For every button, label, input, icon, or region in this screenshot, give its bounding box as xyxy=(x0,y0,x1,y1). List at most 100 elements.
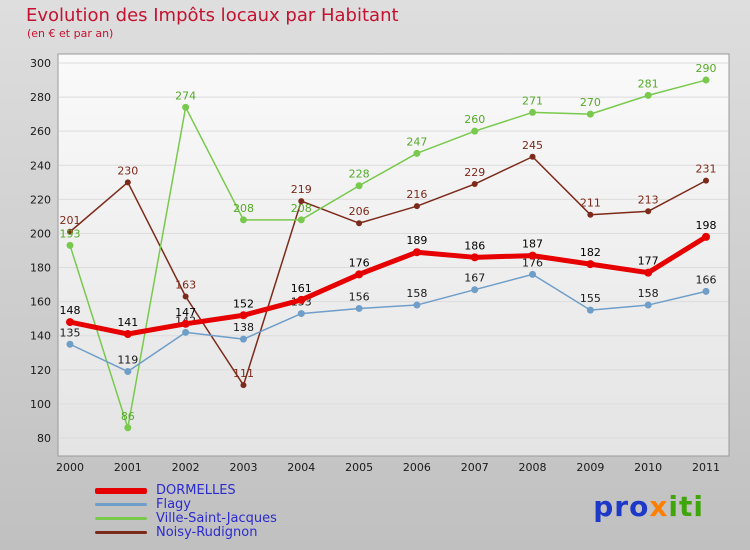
x-tick-label: 2004 xyxy=(287,461,315,474)
data-label-Flagy: 135 xyxy=(60,326,81,339)
legend-label: Noisy-Rudignon xyxy=(156,525,258,540)
data-point-Flagy xyxy=(239,335,247,343)
series-line-Noisy-Rudignon xyxy=(69,156,707,386)
data-point-Noisy-Rudignon xyxy=(471,181,478,188)
data-point-DORMELLES xyxy=(297,295,306,304)
line-chart: 80 100 120 140 160 180 200 220 240 260 280 300 2000 2… xyxy=(30,53,730,474)
data-label-Ville-Saint-Jacques: 208 xyxy=(291,202,312,215)
data-point-DORMELLES xyxy=(123,330,132,339)
data-label-DORMELLES: 141 xyxy=(117,316,138,329)
data-label-Noisy-Rudignon: 163 xyxy=(175,279,196,292)
y-tick-label: 300 xyxy=(30,57,51,70)
data-point-Noisy-Rudignon xyxy=(124,179,131,186)
data-point-Flagy xyxy=(702,287,710,295)
data-label-DORMELLES: 161 xyxy=(291,282,312,295)
legend-swatch xyxy=(95,487,147,494)
data-label-Noisy-Rudignon: 206 xyxy=(349,205,370,218)
data-label-DORMELLES: 176 xyxy=(349,256,370,269)
legend-swatch xyxy=(95,503,147,506)
data-label-DORMELLES: 152 xyxy=(233,297,254,310)
data-point-DORMELLES xyxy=(528,251,537,260)
data-point-Ville-Saint-Jacques xyxy=(529,108,537,116)
data-label-Noisy-Rudignon: 230 xyxy=(117,164,138,177)
data-label-Ville-Saint-Jacques: 290 xyxy=(696,62,717,75)
data-point-Flagy xyxy=(471,286,479,294)
y-tick-label: 160 xyxy=(30,296,51,309)
x-tick-label: 2007 xyxy=(461,461,489,474)
y-tick-label: 280 xyxy=(30,91,51,104)
data-point-Ville-Saint-Jacques xyxy=(586,110,594,118)
data-point-Noisy-Rudignon xyxy=(298,198,305,205)
series-line-Ville-Saint-Jacques xyxy=(69,79,707,429)
data-point-Noisy-Rudignon xyxy=(240,382,247,389)
data-point-Flagy xyxy=(66,340,74,348)
data-point-DORMELLES xyxy=(644,268,653,277)
legend-label: Ville-Saint-Jacques xyxy=(156,511,277,526)
data-point-Ville-Saint-Jacques xyxy=(644,91,652,99)
data-point-Ville-Saint-Jacques xyxy=(355,182,363,190)
data-label-Noisy-Rudignon: 211 xyxy=(580,197,601,210)
data-point-Noisy-Rudignon xyxy=(413,203,420,210)
data-point-DORMELLES xyxy=(181,319,190,328)
data-label-Ville-Saint-Jacques: 247 xyxy=(406,135,427,148)
x-tick-label: 2009 xyxy=(576,461,604,474)
data-point-Noisy-Rudignon xyxy=(587,211,594,218)
logo-text-blue: pro xyxy=(593,490,650,523)
data-point-Flagy xyxy=(529,270,537,278)
data-label-Ville-Saint-Jacques: 260 xyxy=(464,113,485,126)
legend-item-Flagy: Flagy xyxy=(95,498,277,511)
data-label-DORMELLES: 198 xyxy=(696,219,717,232)
data-label-DORMELLES: 177 xyxy=(638,255,659,268)
data-label-Ville-Saint-Jacques: 193 xyxy=(60,227,81,240)
x-tick-label: 2000 xyxy=(56,461,84,474)
data-label-Ville-Saint-Jacques: 274 xyxy=(175,89,196,102)
y-tick-label: 260 xyxy=(30,125,51,138)
data-label-Noisy-Rudignon: 229 xyxy=(464,166,485,179)
data-point-Ville-Saint-Jacques xyxy=(66,241,74,249)
legend-item-DORMELLES: DORMELLES xyxy=(95,484,277,497)
data-label-Ville-Saint-Jacques: 271 xyxy=(522,94,543,107)
x-tick-label: 2002 xyxy=(172,461,200,474)
data-label-Noisy-Rudignon: 231 xyxy=(696,163,717,176)
data-point-DORMELLES xyxy=(470,253,479,262)
logo-text-orange: x xyxy=(649,490,669,523)
x-tick-label: 2003 xyxy=(229,461,257,474)
y-tick-label: 180 xyxy=(30,262,51,275)
x-tick-label: 2010 xyxy=(634,461,662,474)
data-label-DORMELLES: 182 xyxy=(580,246,601,259)
data-point-Ville-Saint-Jacques xyxy=(297,216,305,224)
legend-label: Flagy xyxy=(156,497,192,512)
legend-label: DORMELLES xyxy=(156,483,236,498)
data-label-Noisy-Rudignon: 213 xyxy=(638,193,659,206)
data-point-DORMELLES xyxy=(586,260,595,269)
x-tick-label: 2005 xyxy=(345,461,373,474)
data-label-DORMELLES: 148 xyxy=(60,304,81,317)
data-point-Flagy xyxy=(586,306,594,314)
data-point-Noisy-Rudignon xyxy=(529,153,536,160)
legend-item-Ville-Saint-Jacques: Ville-Saint-Jacques xyxy=(95,512,277,525)
data-point-Noisy-Rudignon xyxy=(67,228,73,235)
data-point-Noisy-Rudignon xyxy=(182,293,189,300)
data-point-Ville-Saint-Jacques xyxy=(182,103,190,111)
y-tick-label: 80 xyxy=(37,432,51,445)
series-line-DORMELLES xyxy=(67,234,709,337)
data-label-Noisy-Rudignon: 219 xyxy=(291,183,312,196)
data-point-DORMELLES xyxy=(66,318,74,327)
y-tick-label: 100 xyxy=(30,398,51,411)
data-point-DORMELLES xyxy=(239,311,248,320)
legend-swatch xyxy=(95,531,147,534)
data-point-Noisy-Rudignon xyxy=(703,177,709,184)
data-point-Noisy-Rudignon xyxy=(645,208,652,215)
data-label-Noisy-Rudignon: 201 xyxy=(60,214,81,227)
data-label-Flagy: 156 xyxy=(349,290,370,303)
x-tick-label: 2001 xyxy=(114,461,142,474)
plot-area xyxy=(57,53,730,457)
data-point-DORMELLES xyxy=(702,232,710,241)
data-point-Flagy xyxy=(413,301,421,309)
data-label-Ville-Saint-Jacques: 281 xyxy=(638,77,659,90)
data-label-Flagy: 138 xyxy=(233,321,254,334)
data-label-Flagy: 158 xyxy=(406,287,427,300)
data-label-DORMELLES: 189 xyxy=(406,234,427,247)
y-tick-label: 200 xyxy=(30,227,51,240)
